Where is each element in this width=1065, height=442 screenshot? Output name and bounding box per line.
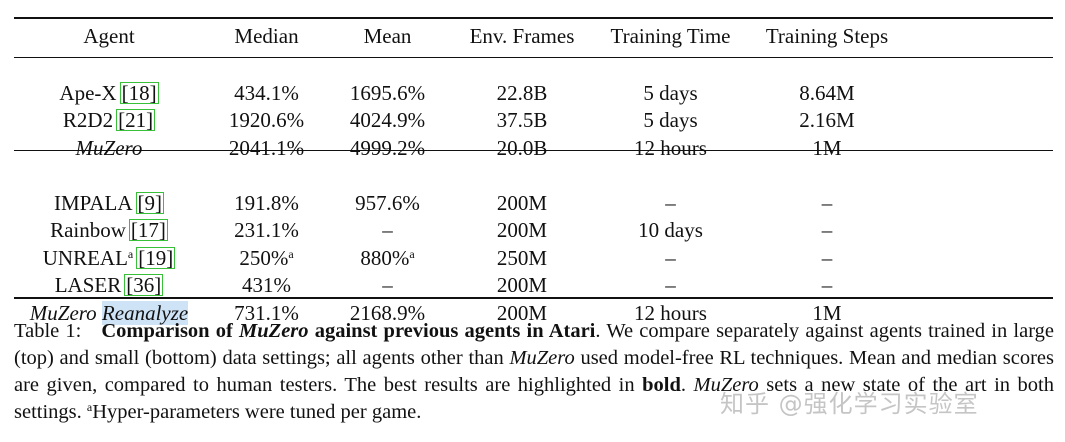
mean-cell: 880%a [360,245,415,270]
median-cell: 231.1% [234,218,299,242]
table-row: Rainbow [17] 231.1% – 200M 10 days – [14,217,1053,245]
time-cell: – [665,190,676,215]
table-row: MuZero 2041.1% 4999.2% 20.0B 12 hours 1M [14,135,1053,163]
steps-cell: – [821,218,833,242]
frames-cell: 200M [496,218,548,242]
frames-cell: 200M [496,300,548,325]
median-cell: 1920.6% [228,108,305,132]
steps-cell: – [821,190,833,215]
median-cell: 2041.1% [228,135,305,160]
agent-cell: R2D2 [21] [14,107,204,135]
header-median: Median [234,24,299,48]
agent-name: LASER [54,273,122,297]
time-cell: 10 days [638,218,703,242]
header-training-steps: Training Steps [765,24,889,48]
steps-cell: 2.16M [799,108,855,132]
median-cell: 191.8% [234,190,299,215]
agent-cell: IMPALA [9] [14,190,204,218]
frames-cell: 200M [496,273,548,297]
agent-name: MuZero [29,300,97,325]
footnote-mark: a [127,246,134,261]
header-env-frames: Env. Frames [469,24,575,48]
table-row: Ape-X [18] 434.1% 1695.6% 22.8B 5 days 8.… [14,80,1053,108]
citation-link[interactable]: [17] [128,218,168,242]
caption-label: Table 1: [14,320,82,342]
table-row: LASER [36] 431% – 200M – – [14,272,1053,300]
steps-cell: – [821,273,833,297]
median-cell: 731.1% [234,300,299,325]
results-table: Agent Median Mean Env. Frames Training T… [14,20,1053,327]
steps-cell: 8.64M [799,80,855,105]
citation-link[interactable]: [9] [135,190,165,215]
agent-cell: LASER [36] [14,272,204,300]
citation-link[interactable]: [18] [119,80,159,105]
mean-cell: – [382,273,393,297]
frames-cell: 250M [496,245,548,270]
agent-name: Rainbow [50,218,126,242]
frames-cell: 22.8B [496,80,548,105]
citation-link[interactable]: [21] [116,108,156,132]
header-agent: Agent [83,24,135,48]
table-row: IMPALA [9] 191.8% 957.6% 200M – – [14,190,1053,218]
time-cell: – [665,273,676,297]
caption-title: Comparison of MuZero against previous ag… [101,320,596,342]
steps-cell: 1M [812,135,842,160]
agent-name: Ape-X [59,80,117,105]
time-cell: 5 days [643,80,698,105]
footnote-mark: a [288,246,294,261]
time-cell: – [665,245,676,270]
frames-cell: 37.5B [496,108,548,132]
agent-name: MuZero [75,135,143,160]
footnote-mark: a [86,400,93,414]
agent-cell: UNREALa [19] [14,245,204,273]
header-rule [14,57,1053,58]
time-cell: 5 days [643,108,698,132]
steps-cell: – [821,245,833,270]
agent-name: R2D2 [62,108,114,132]
header-mean: Mean [363,24,412,48]
agent-name: IMPALA [53,190,133,215]
agent-name: UNREAL [42,245,128,270]
table-row: UNREALa [19] 250%a 880%a 250M – – [14,245,1053,273]
mean-cell: 957.6% [355,190,420,215]
median-cell: 434.1% [234,80,299,105]
frames-cell: 20.0B [496,135,548,160]
table-top-rule [14,17,1053,19]
table-row: R2D2 [21] 1920.6% 4024.9% 37.5B 5 days 2.… [14,107,1053,135]
time-cell: 12 hours [634,135,707,160]
footnote-mark: a [409,246,415,261]
table-bottom-rule [14,297,1053,299]
agent-cell: MuZero [14,135,204,163]
frames-cell: 200M [496,190,548,215]
median-cell: 250%a [239,245,294,270]
steps-cell: 1M [812,300,842,325]
time-cell: 12 hours [634,300,707,325]
agent-name-suffix-highlighted[interactable]: Reanalyze [101,300,189,325]
citation-link[interactable]: [36] [124,273,164,297]
mean-cell: 4999.2% [349,135,426,160]
mean-cell: – [382,218,393,242]
citation-link[interactable]: [19] [136,245,176,270]
table-row: MuZero Reanalyze 731.1% 2168.9% 200M 12 … [14,300,1053,328]
agent-cell: Ape-X [18] [14,80,204,108]
agent-cell: MuZero Reanalyze [14,300,204,328]
group-separator-rule [14,150,1053,151]
mean-cell: 1695.6% [349,80,426,105]
header-training-time: Training Time [610,24,731,48]
mean-cell: 4024.9% [349,108,426,132]
header-row: Agent Median Mean Env. Frames Training T… [14,20,1053,52]
agent-cell: Rainbow [17] [14,217,204,245]
mean-cell: 2168.9% [349,300,426,325]
table-caption: Table 1: Comparison of MuZero against pre… [14,320,1055,423]
median-cell: 431% [242,273,291,297]
